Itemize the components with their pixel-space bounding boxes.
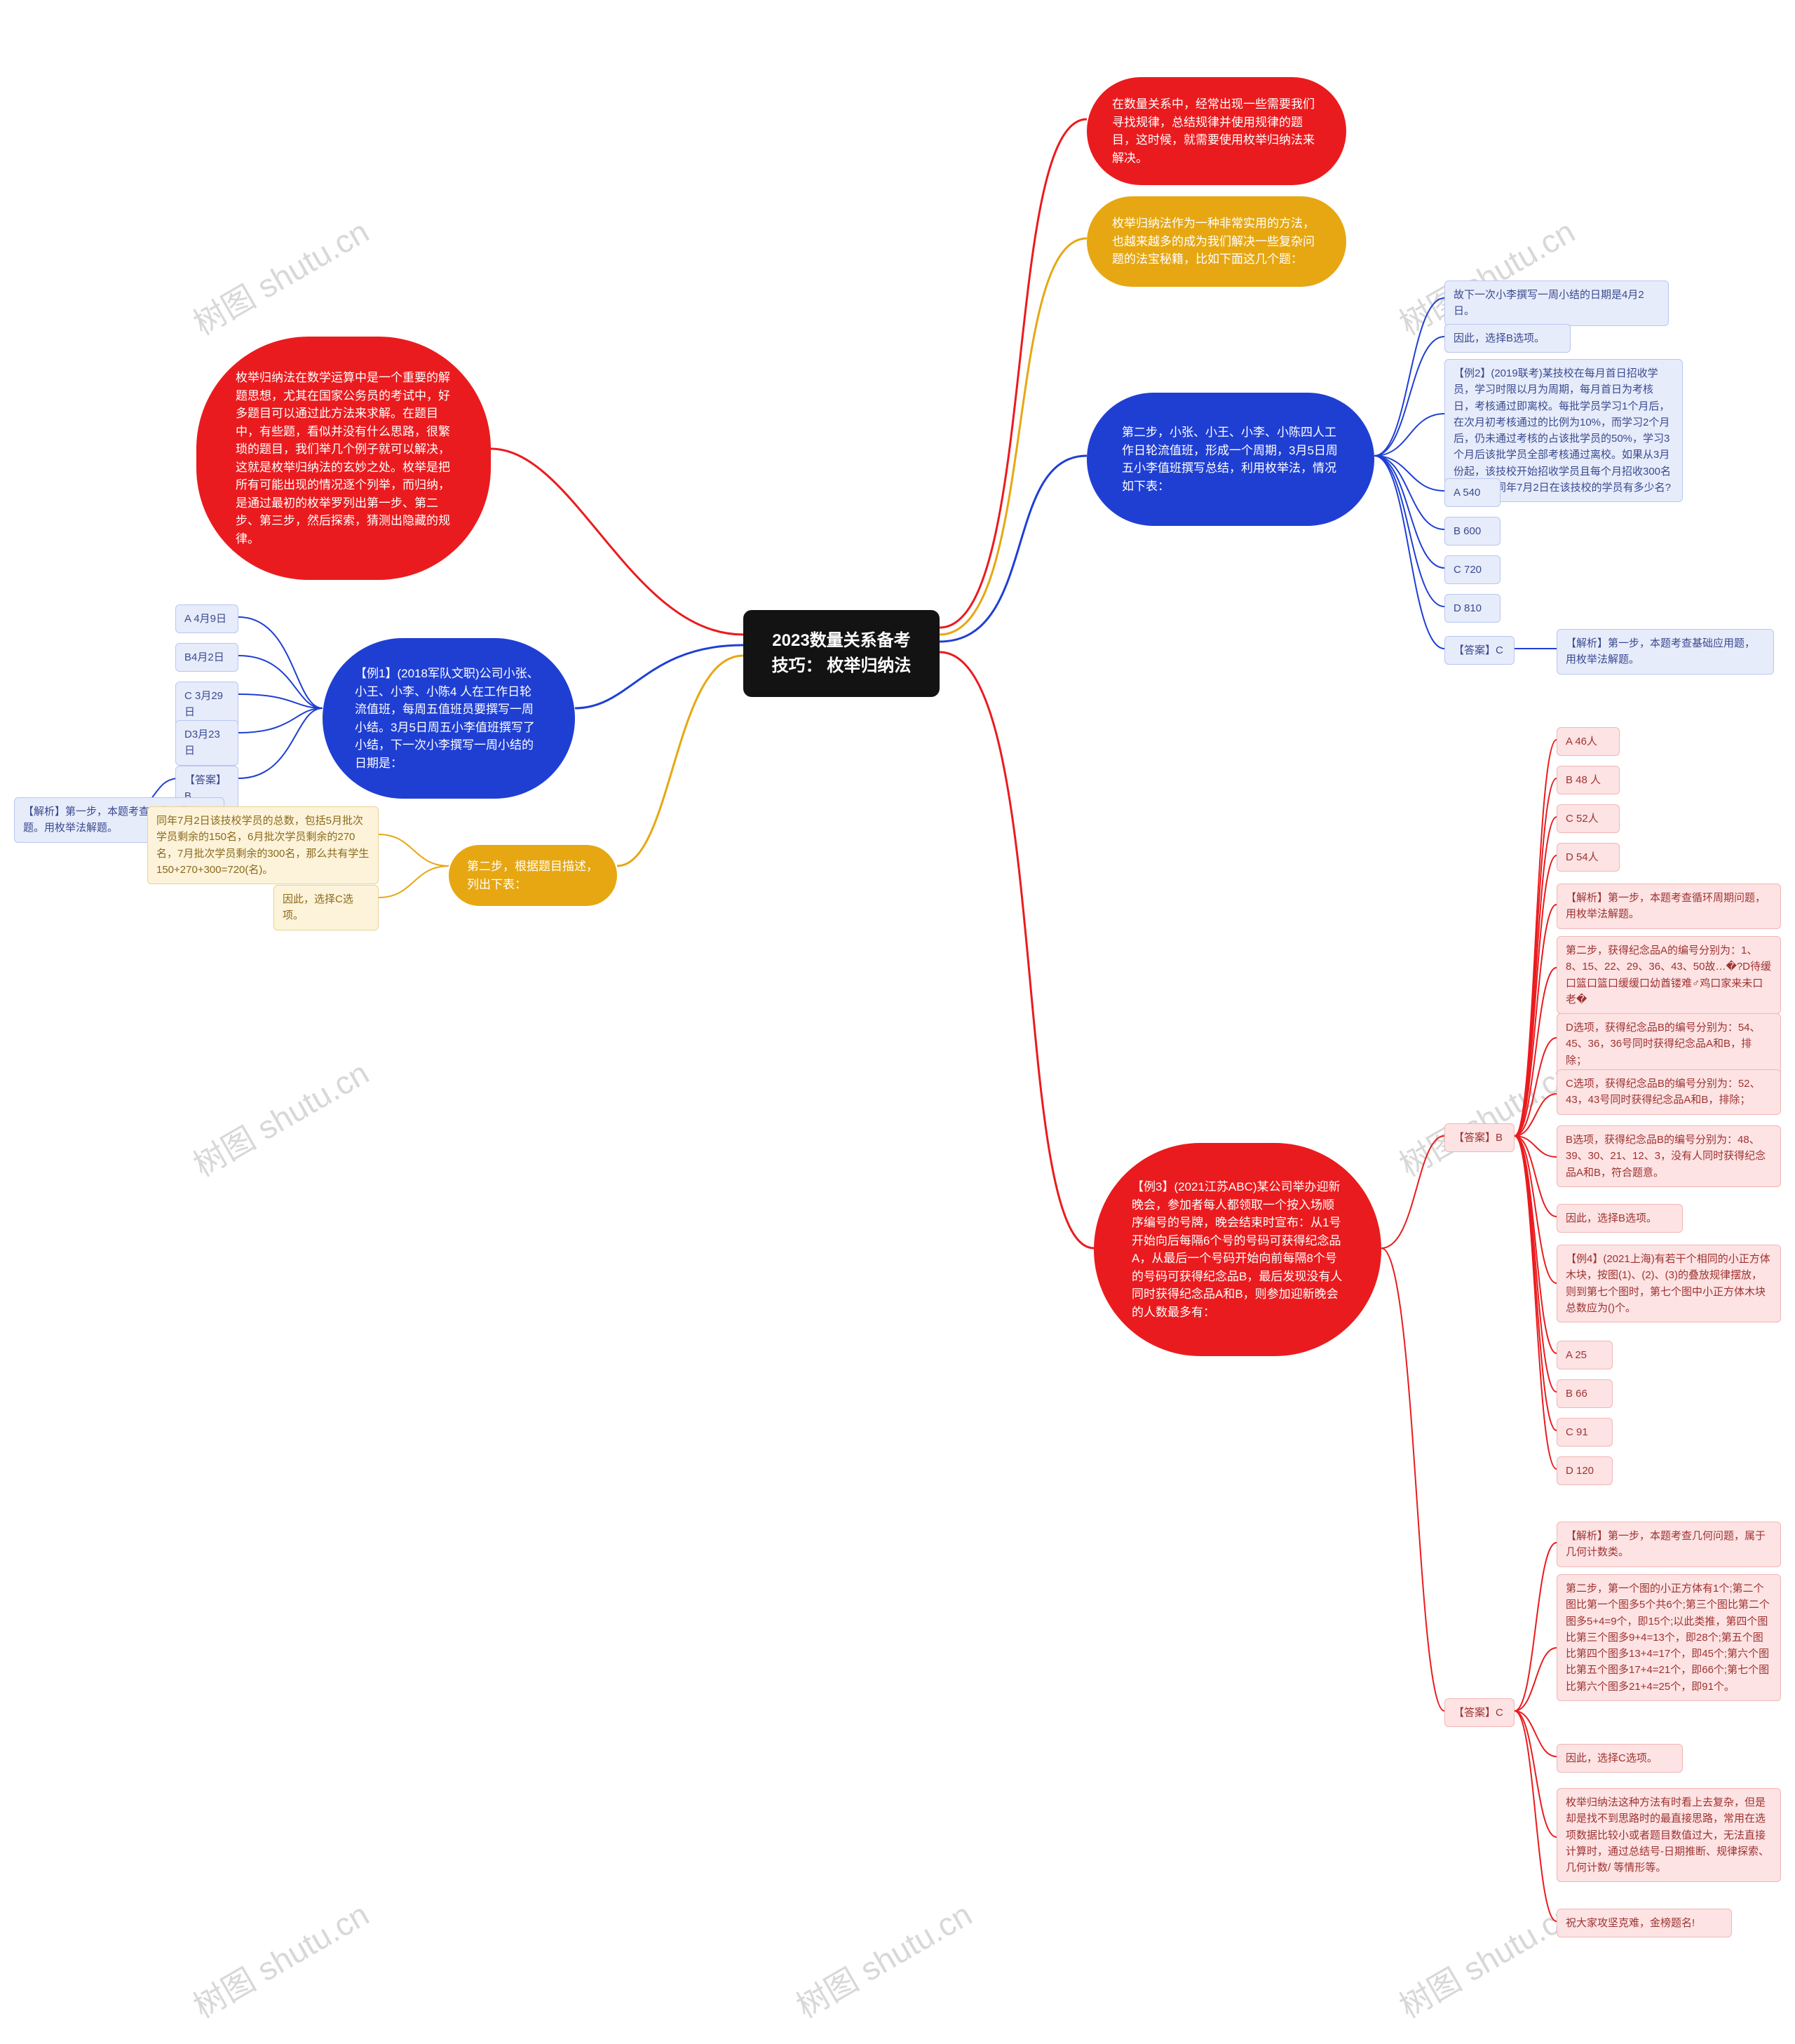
ex3-b-i: B选项，获得纪念品B的编号分别为：48、39、30、21、12、3，没有人同时获… xyxy=(1557,1125,1781,1187)
watermark: 树图 shutu.cn xyxy=(184,1890,376,2028)
watermark: 树图 shutu.cn xyxy=(1390,1048,1582,1186)
left-intro-red: 枚举归纳法在数学运算中是一个重要的解题思想，尤其在国家公务员的考试中，好多题目可… xyxy=(196,337,491,580)
right-step2-blue: 第二步，小张、小王、小李、小陈四人工作日轮流值班，形成一个周期，3月5日周五小李… xyxy=(1087,393,1374,526)
ex3-c-e: 祝大家攻坚克难，金榜题名! xyxy=(1557,1909,1732,1937)
left-yellow-calc: 同年7月2日该技校学员的总数，包括5月批次学员剩余的150名，6月批次学员剩余的… xyxy=(147,806,379,884)
ex1-option-d: D3月23日 xyxy=(175,720,238,766)
ex3-b-l: A 25 xyxy=(1557,1341,1613,1369)
ex3-c-d: 枚举归纳法这种方法有时看上去复杂，但是却是找不到思路时的最直接思路，常用在选项数… xyxy=(1557,1788,1781,1882)
r-blue-ans-explain: 【解析】第一步，本题考查基础应用题，用枚举法解题。 xyxy=(1557,629,1774,675)
r-blue-l1: 故下一次小李撰写一周小结的日期是4月2日。 xyxy=(1444,280,1669,326)
left-example1-blue: 【例1】(2018军队文职)公司小张、小王、小李、小陈4 人在工作日轮流值班，每… xyxy=(323,638,575,799)
watermark: 树图 shutu.cn xyxy=(1390,1890,1582,2028)
watermark: 树图 shutu.cn xyxy=(787,1890,979,2028)
right-intro-red: 在数量关系中，经常出现一些需要我们寻找规律，总结规律并使用规律的题目，这时候，就… xyxy=(1087,77,1346,185)
ex1-option-a: A 4月9日 xyxy=(175,604,238,633)
ex1-option-b: B4月2日 xyxy=(175,643,238,672)
ex3-c-b: 第二步，第一个图的小正方体有1个;第二个图比第一个图多5个共6个;第三个图比第二… xyxy=(1557,1574,1781,1701)
left-yellow-conclude: 因此，选择C选项。 xyxy=(273,885,379,930)
ex3-b-m: B 66 xyxy=(1557,1379,1613,1408)
ex3-b-j: 因此，选择B选项。 xyxy=(1557,1204,1683,1233)
r-blue-l4: A 540 xyxy=(1444,478,1501,507)
ex3-b-b: B 48 人 xyxy=(1557,766,1620,794)
r-blue-l6: C 720 xyxy=(1444,555,1501,584)
ex3-ans-c-label: 【答案】C xyxy=(1444,1698,1515,1727)
r-blue-l7: D 810 xyxy=(1444,594,1501,623)
ex3-b-n: C 91 xyxy=(1557,1418,1613,1447)
ex3-ans-b-label: 【答案】B xyxy=(1444,1123,1515,1152)
right-intro-yellow: 枚举归纳法作为一种非常实用的方法，也越来越多的成为我们解决一些复杂问题的法宝秘籍… xyxy=(1087,196,1346,287)
ex3-b-a: A 46人 xyxy=(1557,727,1620,756)
left-step2-yellow: 第二步，根据题目描述，列出下表： xyxy=(449,845,617,906)
r-blue-ans-label: 【答案】C xyxy=(1444,636,1515,665)
ex3-b-k: 【例4】(2021上海)有若干个相同的小正方体木块，按图(1)、(2)、(3)的… xyxy=(1557,1245,1781,1322)
ex3-b-f: 第二步，获得纪念品A的编号分别为：1、8、15、22、29、36、43、50故…… xyxy=(1557,936,1781,1014)
r-blue-l5: B 600 xyxy=(1444,517,1501,546)
ex3-b-d: D 54人 xyxy=(1557,843,1620,872)
watermark: 树图 shutu.cn xyxy=(184,1048,376,1186)
ex3-b-o: D 120 xyxy=(1557,1456,1613,1485)
ex3-b-e: 【解析】第一步，本题考查循环周期问题，用枚举法解题。 xyxy=(1557,884,1781,929)
ex3-b-c: C 52人 xyxy=(1557,804,1620,833)
watermark: 树图 shutu.cn xyxy=(184,207,376,345)
right-ex3-red: 【例3】(2021江苏ABC)某公司举办迎新晚会，参加者每人都领取一个按入场顺序… xyxy=(1094,1143,1381,1356)
center-title: 2023数量关系备考技巧： 枚举归纳法 xyxy=(743,610,940,697)
ex3-b-h: C选项，获得纪念品B的编号分别为：52、43，43号同时获得纪念品A和B，排除； xyxy=(1557,1069,1781,1115)
ex3-c-a: 【解析】第一步，本题考查几何问题，属于几何计数类。 xyxy=(1557,1522,1781,1567)
ex3-b-g: D选项，获得纪念品B的编号分别为：54、45、36，36号同时获得纪念品A和B，… xyxy=(1557,1013,1781,1075)
r-blue-l2: 因此，选择B选项。 xyxy=(1444,324,1571,353)
ex3-c-c: 因此，选择C选项。 xyxy=(1557,1744,1683,1773)
